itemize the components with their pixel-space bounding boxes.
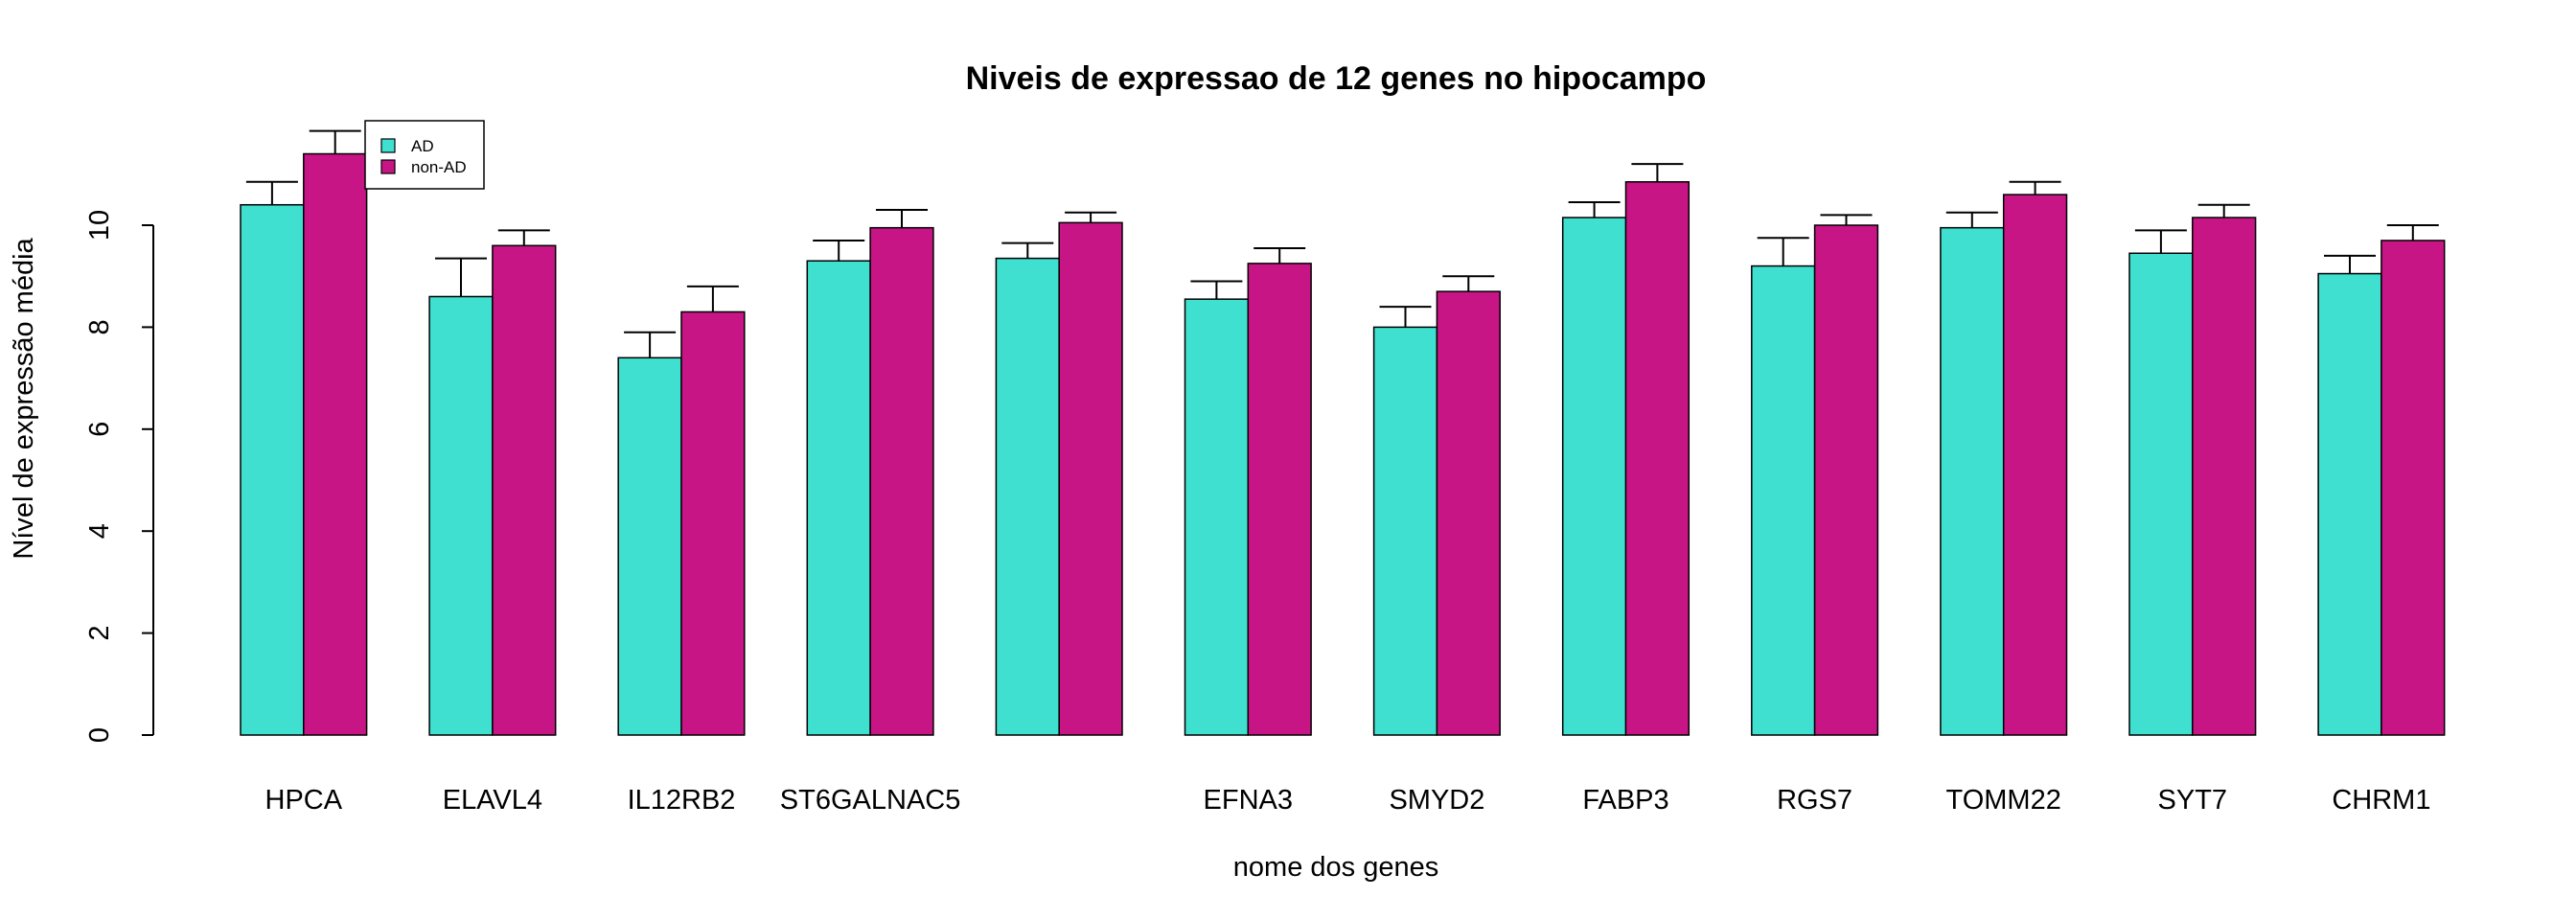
bar-non-ad — [2192, 217, 2257, 736]
x-tick-label: SMYD2 — [1389, 785, 1484, 816]
bar-ad — [428, 295, 494, 736]
x-tick-label: EFNA3 — [1204, 785, 1293, 816]
y-tick-label: 2 — [84, 626, 115, 641]
bar-non-ad — [680, 310, 746, 736]
bar-non-ad — [1058, 221, 1123, 736]
bar-non-ad — [2002, 194, 2068, 736]
x-tick-label: CHRM1 — [2332, 785, 2430, 816]
bar-non-ad — [1436, 290, 1501, 736]
x-tick-label: SYT7 — [2158, 785, 2228, 816]
bar-non-ad — [1247, 263, 1312, 736]
bar-non-ad — [1813, 224, 1879, 736]
bar-ad — [1372, 326, 1438, 736]
x-tick-label: ELAVL4 — [443, 785, 542, 816]
bar-ad — [1751, 264, 1816, 736]
y-tick-label: 0 — [84, 727, 115, 743]
bar-ad — [1184, 298, 1250, 736]
bar-ad — [1940, 226, 2005, 736]
y-axis-label: Nível de expressão média — [9, 237, 39, 559]
bar-ad — [617, 356, 682, 736]
legend-label: non-AD — [411, 158, 467, 176]
x-tick-label: FABP3 — [1582, 785, 1668, 816]
x-tick-label: RGS7 — [1777, 785, 1852, 816]
legend-swatch — [380, 138, 396, 153]
chart-title: Niveis de expressao de 12 genes no hipoc… — [966, 60, 1707, 97]
bar-ad — [2128, 252, 2194, 736]
bar-ad — [240, 203, 305, 736]
bar-non-ad — [492, 244, 557, 736]
bar-ad — [2317, 272, 2382, 736]
bar-non-ad — [2380, 240, 2446, 736]
x-tick-label: IL12RB2 — [628, 785, 736, 816]
bar-non-ad — [869, 226, 934, 736]
x-axis-label: nome dos genes — [1233, 852, 1438, 883]
y-tick-label: 6 — [84, 422, 115, 437]
bars-group — [240, 152, 2446, 736]
legend-swatch — [380, 159, 396, 174]
legend-box — [364, 120, 485, 190]
x-tick-label: ST6GALNAC5 — [780, 785, 961, 816]
error-bars-group — [245, 129, 2439, 358]
y-tick-label: 8 — [84, 319, 115, 334]
bar-ad — [806, 260, 871, 736]
legend-label: AD — [411, 137, 434, 155]
bar-non-ad — [303, 152, 368, 736]
x-tick-label: TOMM22 — [1946, 785, 2061, 816]
bar-non-ad — [1624, 181, 1690, 736]
bar-ad — [1561, 217, 1627, 736]
y-axis: 0 2 4 6 8 10 — [84, 210, 154, 743]
y-tick-label: 4 — [84, 523, 115, 539]
x-tick-label: HPCA — [265, 785, 343, 816]
x-tick-labels: HPCA ELAVL4 IL12RB2 ST6GALNAC5 EFNA3 SMYD2 FAB… — [265, 785, 2431, 816]
bar-ad — [995, 257, 1060, 736]
y-tick-label: 10 — [84, 210, 115, 241]
legend: AD non-AD — [364, 120, 485, 190]
